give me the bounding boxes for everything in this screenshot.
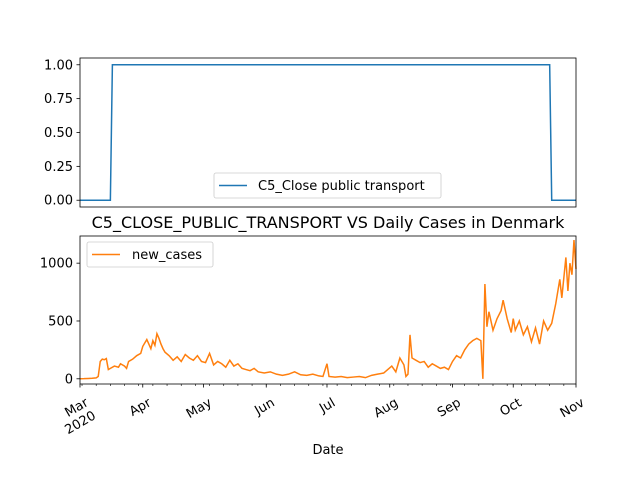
bottom-chart-title: C5_CLOSE_PUBLIC_TRANSPORT VS Daily Cases… — [92, 213, 566, 233]
top-legend-box — [213, 172, 442, 199]
top-legend-label: C5_Close public transport — [258, 179, 425, 194]
top-y-tick-label: 0.50 — [44, 126, 73, 141]
c5-close-public-transport-line — [80, 64, 576, 201]
bottom-legend: new_cases — [86, 241, 214, 268]
bottom-y-tick-label: 1000 — [40, 257, 73, 272]
bottom-legend-box — [86, 241, 214, 268]
x-axis-label: Date — [312, 443, 343, 458]
bottom-y-tick-label: 0 — [65, 372, 73, 387]
top-y-tick-label: 0.75 — [44, 92, 73, 107]
top-legend: C5_Close public transport — [213, 172, 442, 199]
top-subplot: 0.00 0.25 0.50 0.75 1.00 C5_Close public tra… — [44, 57, 577, 209]
top-y-tick-label: 0.00 — [44, 194, 73, 209]
x-tick-label: Jul — [316, 395, 338, 416]
top-y-tick-label: 1.00 — [44, 58, 73, 73]
bottom-y-tick-label: 500 — [48, 314, 73, 329]
bottom-plot-frame — [79, 235, 577, 385]
bottom-legend-label: new_cases — [132, 248, 202, 263]
new-cases-line — [79, 239, 577, 380]
top-y-tick-label: 0.25 — [44, 160, 73, 175]
